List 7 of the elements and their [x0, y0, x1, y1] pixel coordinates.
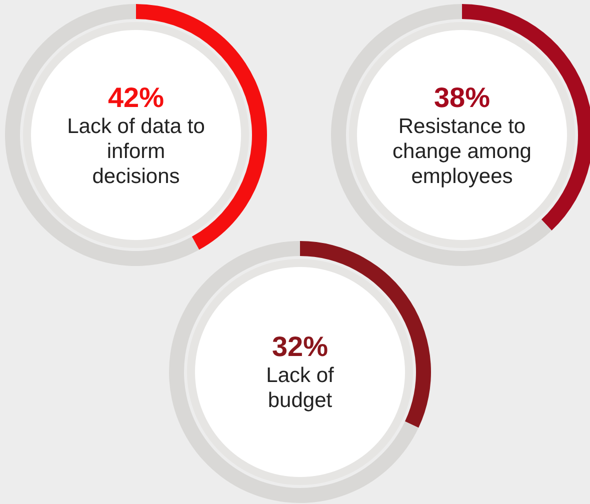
data-label: 32% — [272, 331, 328, 363]
slice-label: Lack of data to inform decisions — [66, 114, 206, 188]
data-label: 38% — [434, 82, 490, 114]
data-label: 42% — [108, 82, 164, 114]
slice-label: Lack of budget — [265, 363, 335, 413]
slice-label: Resistance to change among employees — [392, 114, 532, 188]
donut-slice — [169, 241, 419, 503]
